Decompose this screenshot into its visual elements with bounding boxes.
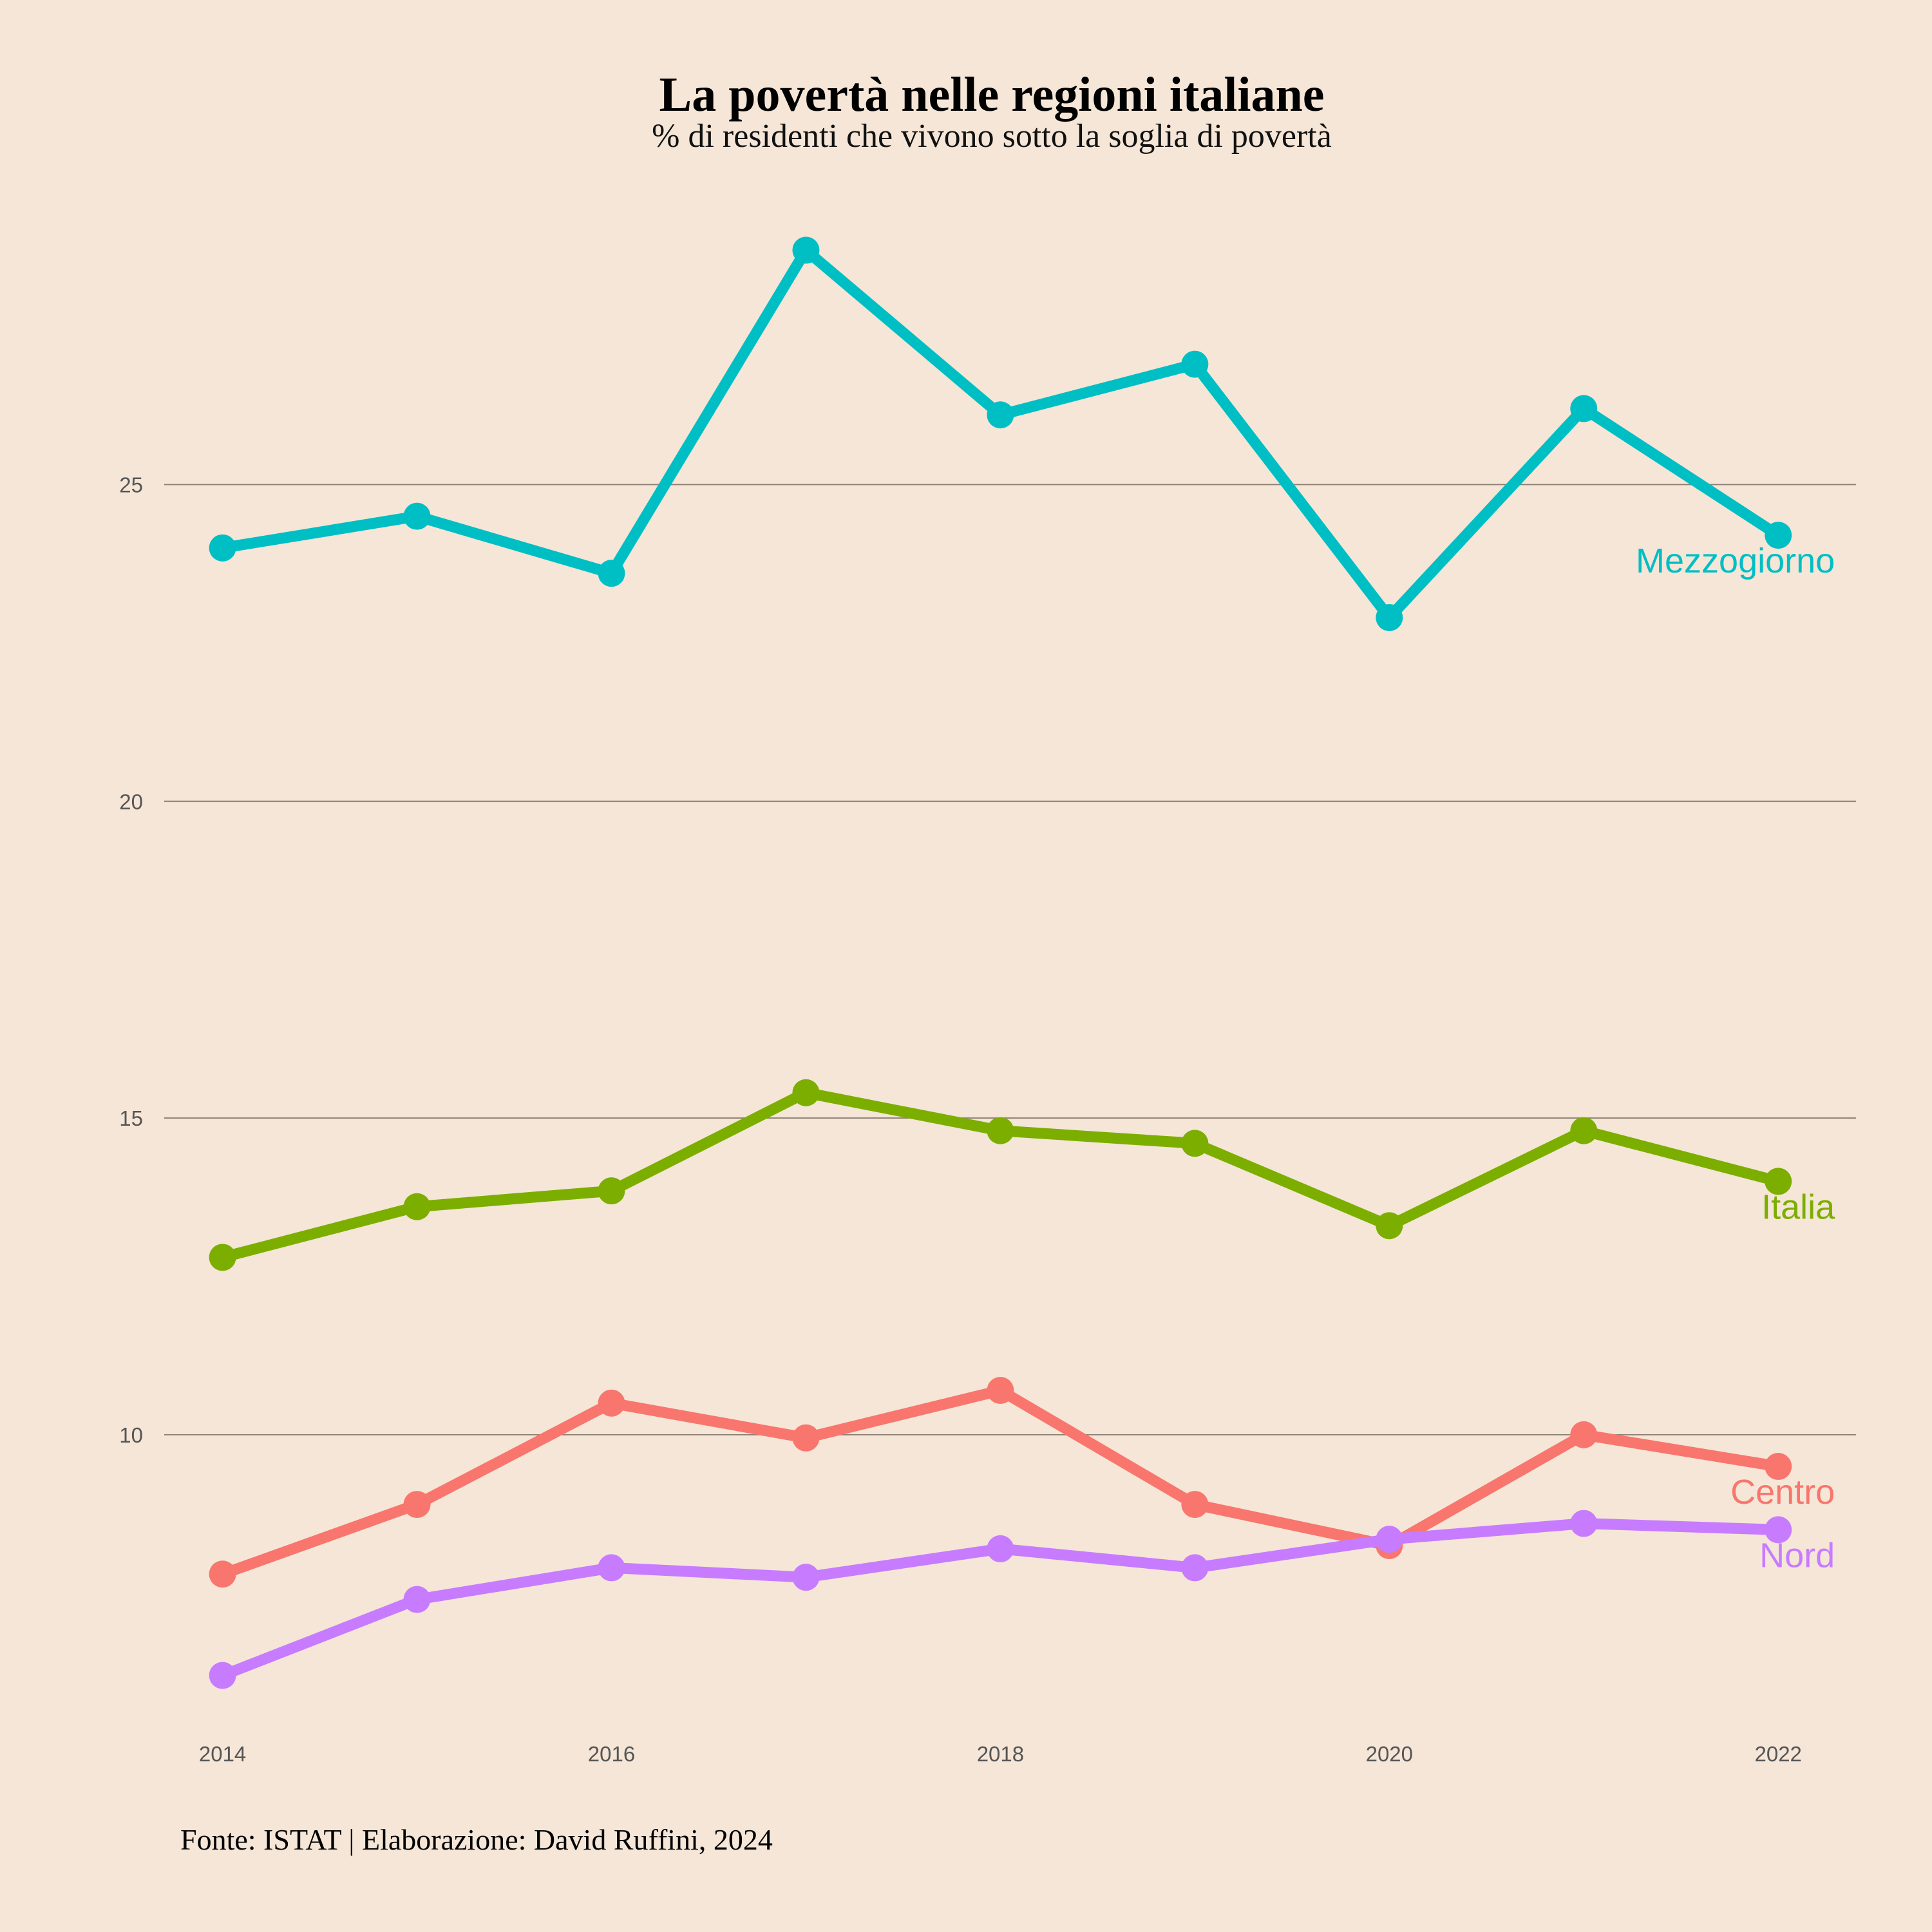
data-point-centro-2014	[209, 1560, 236, 1588]
data-point-nord-2016	[598, 1554, 625, 1582]
series-label-centro: Centro	[1730, 1473, 1835, 1511]
series-mezzogiorno: Mezzogiorno	[209, 236, 1835, 632]
data-point-centro-2022	[1765, 1453, 1792, 1481]
data-point-mezzogiorno-2020	[1376, 604, 1403, 632]
data-point-nord-2015	[403, 1586, 431, 1613]
x-tick-label: 2014	[199, 1742, 246, 1766]
y-tick-label: 20	[119, 790, 143, 813]
data-point-nord-2019	[1181, 1554, 1209, 1582]
data-point-mezzogiorno-2017	[792, 236, 820, 264]
series-label-mezzogiorno: Mezzogiorno	[1636, 542, 1835, 580]
data-point-italia-2014	[209, 1244, 236, 1271]
data-point-centro-2016	[598, 1389, 625, 1417]
data-point-italia-2022	[1765, 1168, 1792, 1195]
x-tick-label: 2016	[588, 1742, 635, 1766]
data-point-italia-2019	[1181, 1130, 1209, 1157]
data-point-mezzogiorno-2022	[1765, 522, 1792, 549]
series-centro: Centro	[209, 1377, 1835, 1588]
series-label-italia: Italia	[1761, 1188, 1835, 1226]
data-point-centro-2018	[987, 1377, 1014, 1405]
data-point-italia-2017	[792, 1079, 820, 1106]
data-point-mezzogiorno-2015	[403, 502, 431, 530]
data-point-nord-2017	[792, 1564, 820, 1591]
chart-subtitle: % di residenti che vivono sotto la sogli…	[652, 118, 1332, 155]
data-point-centro-2021	[1570, 1421, 1598, 1448]
data-point-nord-2020	[1376, 1526, 1403, 1553]
series-nord: Nord	[209, 1510, 1835, 1689]
data-point-italia-2021	[1570, 1117, 1598, 1144]
series-label-nord: Nord	[1759, 1536, 1835, 1575]
x-axis-ticks: 2014 2016 2018 2020 2022	[199, 1742, 1802, 1766]
y-axis-ticks: 10 15 20 25	[119, 473, 143, 1446]
data-point-italia-2018	[987, 1117, 1014, 1144]
data-point-mezzogiorno-2021	[1570, 395, 1598, 422]
y-tick-label: 25	[119, 473, 143, 497]
data-point-mezzogiorno-2014	[209, 534, 236, 562]
data-point-italia-2016	[598, 1177, 625, 1205]
data-point-nord-2018	[987, 1535, 1014, 1562]
x-tick-label: 2022	[1755, 1742, 1802, 1766]
gridlines	[164, 484, 1856, 1435]
chart-caption: Fonte: ISTAT | Elaborazione: David Ruffi…	[180, 1823, 773, 1856]
data-point-mezzogiorno-2019	[1181, 350, 1209, 378]
data-point-mezzogiorno-2016	[598, 560, 625, 587]
data-point-italia-2015	[403, 1193, 431, 1220]
data-point-italia-2020	[1376, 1212, 1403, 1240]
data-point-nord-2014	[209, 1662, 236, 1689]
x-tick-label: 2020	[1366, 1742, 1413, 1766]
series-italia: Italia	[209, 1079, 1835, 1271]
data-point-nord-2022	[1765, 1516, 1792, 1544]
series-line-mezzogiorno	[217, 245, 1784, 623]
data-point-mezzogiorno-2018	[987, 401, 1014, 429]
data-point-centro-2017	[792, 1424, 820, 1452]
data-point-centro-2015	[403, 1491, 431, 1519]
y-tick-label: 10	[119, 1423, 143, 1447]
series-group: Mezzogiorno Italia Centro Nord	[209, 236, 1835, 1689]
y-tick-label: 15	[119, 1106, 143, 1130]
x-tick-label: 2018	[977, 1742, 1024, 1766]
data-point-centro-2019	[1181, 1491, 1209, 1519]
chart-title: La povertà nelle regioni italiane	[659, 68, 1325, 122]
data-point-nord-2021	[1570, 1510, 1598, 1537]
